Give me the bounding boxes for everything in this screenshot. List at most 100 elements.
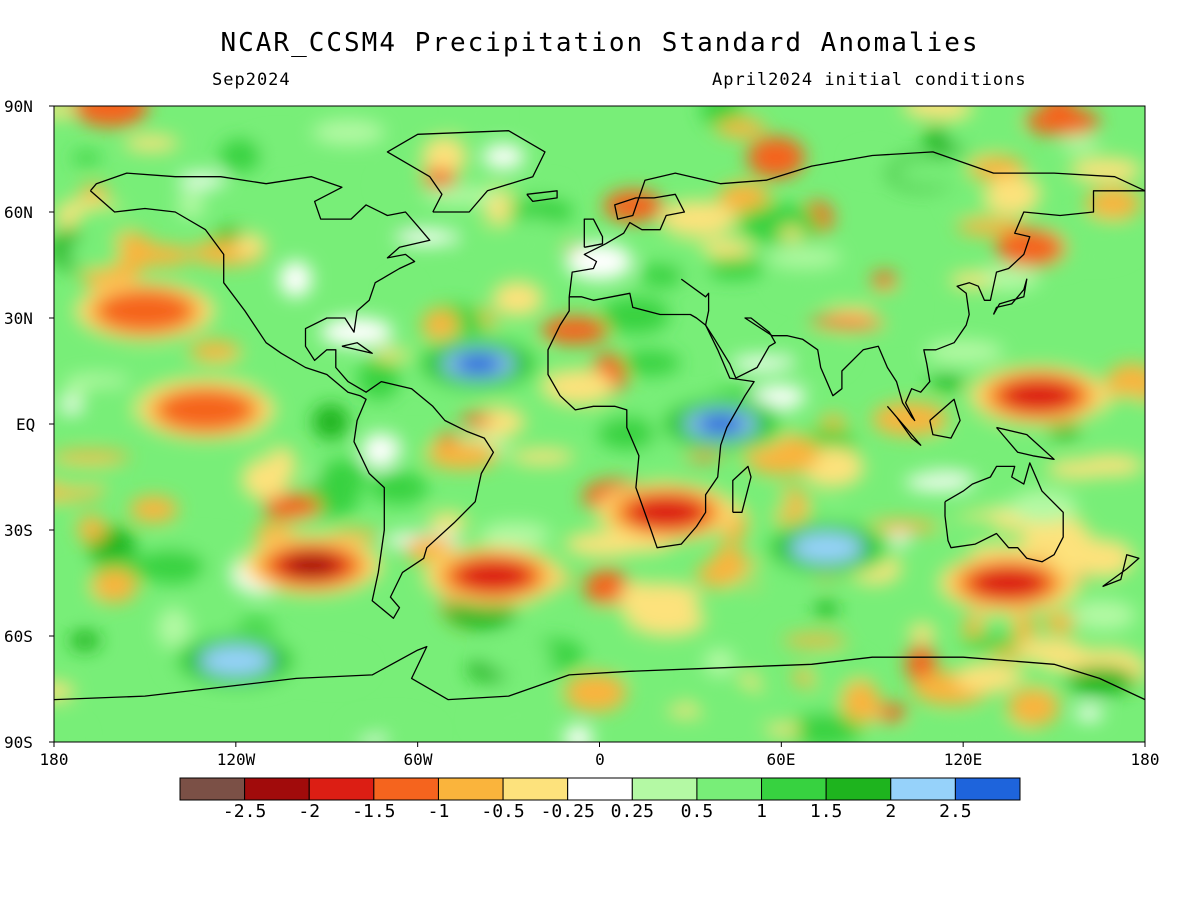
colorbar-swatch [890,777,956,801]
texture-blob [286,518,337,533]
coastline [732,465,752,513]
colorbar-swatch [631,777,698,801]
coastline [547,292,755,549]
lon-label-180e: 180 [1130,750,1160,769]
texture-blob [640,263,684,288]
texture-blob [357,357,400,400]
texture-blob [961,634,1023,650]
texture-blob [600,297,670,334]
anomaly-region [199,645,273,677]
texture-blob [878,703,907,722]
colorbar-swatch [825,777,892,801]
colorbar-label: -2 [298,801,321,822]
colorbar-swatch [179,777,246,801]
texture-blob [747,136,805,179]
texture-blob [80,380,132,425]
colorbar-label: -1 [427,801,450,822]
coastline [341,342,373,354]
lon-label-60w: 60W [403,750,433,769]
colorbar-label: -0.25 [540,801,595,822]
texture-blob [157,607,191,649]
texture-blob [193,363,260,385]
texture-blob [492,281,544,317]
texture-blob [456,227,488,254]
colorbar-swatch [437,777,504,801]
texture-blob [219,139,261,173]
colorbar-swatch [696,777,763,801]
lat-label-eq: EQ [16,415,36,434]
texture-blob [130,244,193,266]
colorbar-swatch [244,777,310,801]
texture-blob [995,228,1066,267]
texture-blob [54,450,131,463]
texture-blob [1048,420,1080,439]
colorbar-swatch [954,777,1021,801]
texture-blob [426,441,499,470]
texture-blob [241,436,272,450]
texture-blob [73,205,132,241]
texture-blob [902,106,971,119]
texture-blob [872,271,897,292]
texture-blob [481,639,554,675]
lon-label-120w: 120W [216,750,256,769]
texture-blob [428,512,468,533]
anomaly-region [972,567,1046,599]
texture-blob [129,496,178,523]
texture-blob [711,544,746,586]
texture-blob [850,149,893,175]
texture-blob [703,256,765,280]
colorbar-label: 1 [756,801,767,822]
lat-label-60n: 60N [4,203,33,222]
texture-blob [716,118,766,138]
texture-blob [629,602,706,637]
colorbar-label: 2 [885,801,897,822]
texture-blob [177,173,226,188]
texture-blob [1014,638,1084,661]
texture-blob [139,549,205,584]
coastline [944,462,1064,563]
texture-blob [500,217,562,249]
texture-blob [808,316,885,329]
colorbar-swatch [761,777,827,801]
anomaly-region [453,353,504,375]
texture-blob [372,348,409,361]
anomaly-region [97,290,193,332]
texture-blob [718,182,770,214]
texture-blob [603,189,664,223]
texture-blob [386,278,415,303]
texture-blob [1060,134,1100,153]
texture-blob [177,190,205,219]
texture-blob [510,449,575,465]
texture-blob [813,601,839,617]
texture-blob [472,697,546,740]
texture-blob [73,106,148,127]
texture-blob [787,713,862,742]
texture-blob [54,721,85,742]
texture-blob [943,109,1018,150]
texture-blob [234,233,266,257]
texture-blob [564,725,593,742]
texture-blob [423,186,499,205]
texture-blob [688,679,763,720]
texture-blob [703,648,736,676]
texture-blob [779,227,804,241]
texture-blob [730,356,793,371]
texture-blob [905,719,966,742]
texture-blob [361,432,399,469]
texture-blob [454,106,503,127]
texture-blob [872,402,949,437]
lat-label-30n: 30N [4,309,33,328]
texture-blob [841,680,880,724]
texture-blob [312,403,350,440]
texture-blob [422,168,457,189]
coastline [54,645,1145,701]
coastline [386,130,546,213]
texture-blob [71,151,102,165]
texture-blob [346,720,383,741]
texture-blob [732,491,793,514]
texture-blob [54,682,75,701]
texture-blob [482,144,525,169]
texture-blob [312,119,386,146]
colorbar-label: 0.5 [680,801,714,822]
